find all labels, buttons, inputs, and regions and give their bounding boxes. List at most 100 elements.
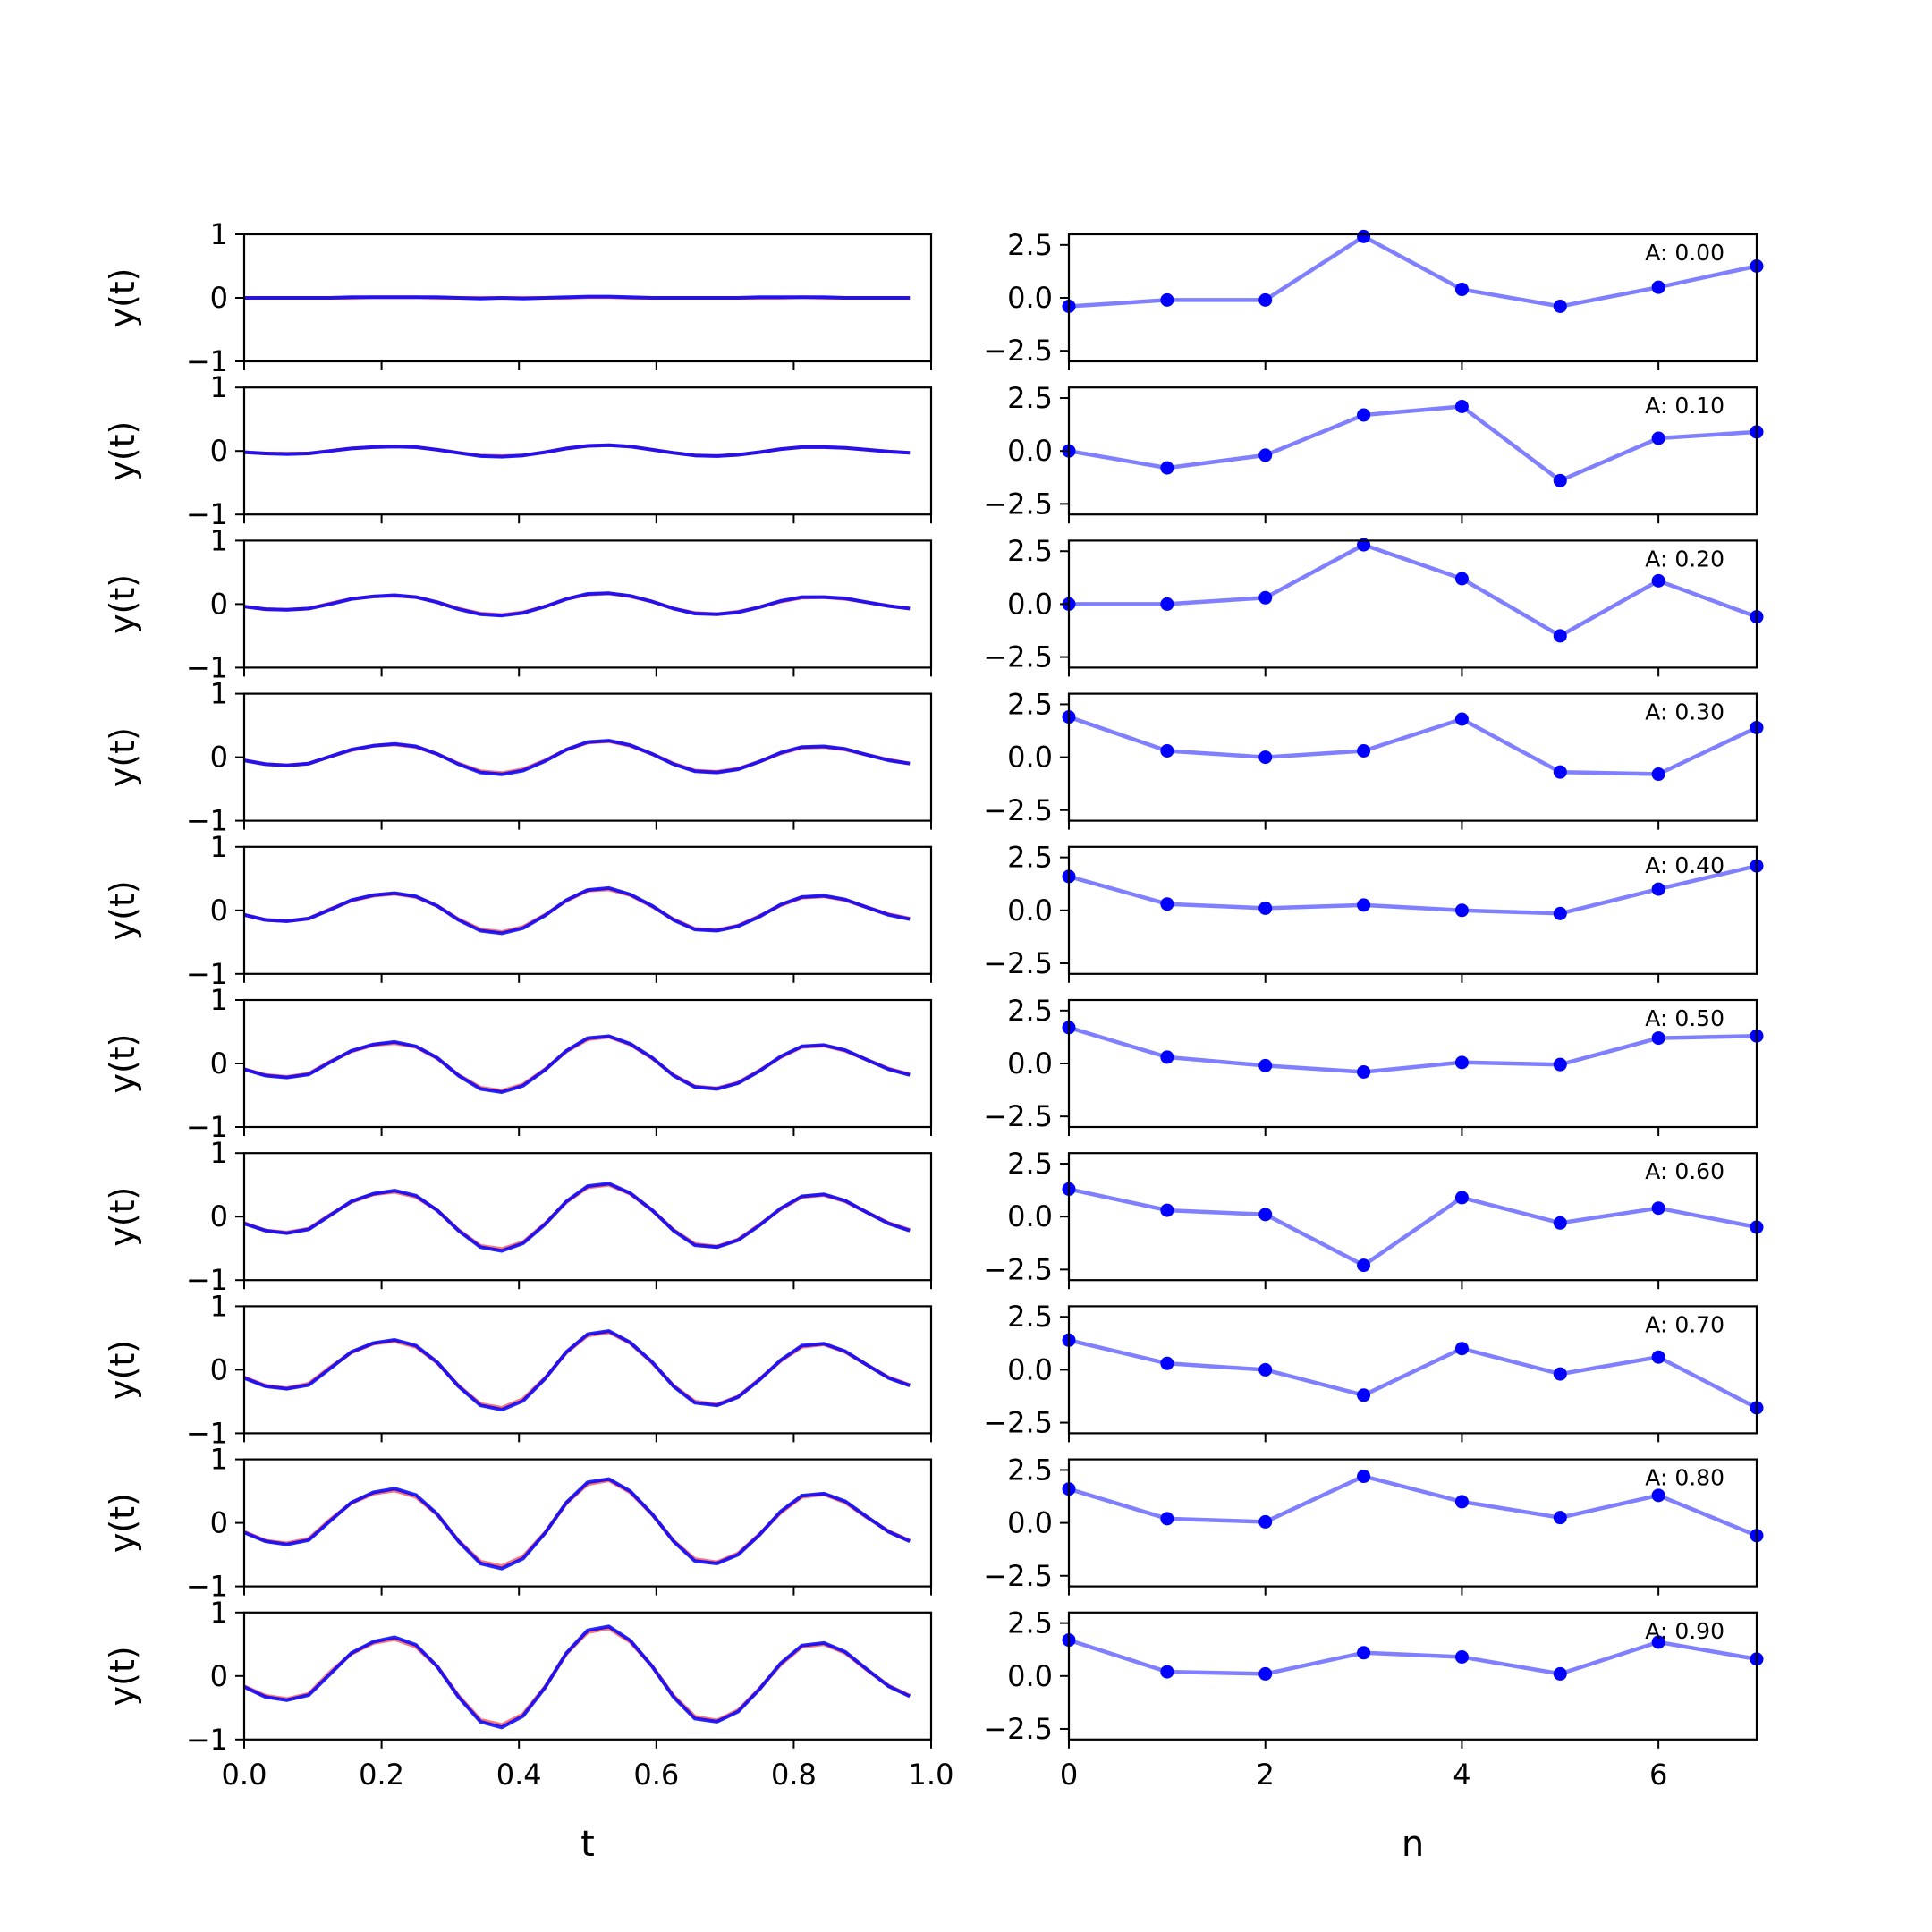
y-tick-label: 2.5 — [1007, 687, 1053, 721]
y-tick-label: 1 — [210, 983, 228, 1017]
coefficient-panel: 2.5 0.0 −2.5 A: 0.40 — [983, 841, 1764, 983]
signal-panel: 1 0 −1 y(t) — [103, 523, 933, 684]
coefficient-point — [1258, 901, 1273, 915]
signal-panel: 1 0 −1 y(t) — [103, 1136, 933, 1297]
coefficient-point — [1357, 744, 1371, 758]
coefficient-point — [1651, 1201, 1665, 1216]
coefficient-point — [1160, 1356, 1174, 1370]
x-tick-label: 6 — [1649, 1758, 1667, 1792]
x-tick-label: 0.4 — [496, 1758, 542, 1792]
coefficient-point — [1454, 1191, 1469, 1205]
y-axis-label: y(t) — [103, 574, 142, 634]
coefficient-point — [1160, 744, 1174, 758]
y-tick-label: 0.0 — [1007, 1659, 1053, 1693]
coefficient-line — [1068, 863, 1758, 916]
coefficient-point — [1553, 1057, 1567, 1072]
coefficient-point — [1357, 1064, 1371, 1079]
y-axis-label: y(t) — [103, 1340, 142, 1400]
x-axis-label: t — [580, 1824, 595, 1865]
coefficient-point — [1357, 408, 1371, 422]
y-tick-label: −2.5 — [983, 487, 1053, 521]
coefficient-panel: 2.5 0.0 −2.5 A: 0.00 — [983, 228, 1764, 370]
y-tick-label: −2.5 — [983, 1252, 1053, 1286]
signal-panel: 1 0 −1 y(t) — [103, 370, 933, 531]
y-tick-label: 0.0 — [1007, 587, 1053, 621]
amplitude-annotation: A: 0.10 — [1645, 393, 1724, 419]
y-tick-label: 2.5 — [1007, 534, 1053, 568]
y-tick-label: 2.5 — [1007, 1147, 1053, 1181]
y-axis-label: y(t) — [103, 1493, 142, 1553]
signal-panel: 1 0 −1 y(t) — [103, 677, 933, 838]
coefficient-point — [1160, 1050, 1174, 1064]
coefficient-line — [1068, 1025, 1758, 1074]
coefficient-point — [1258, 1666, 1273, 1681]
coefficient-point — [1454, 1495, 1469, 1509]
y-tick-label: −1 — [186, 1416, 228, 1450]
coefficient-line — [1068, 234, 1758, 309]
x-tick-label: 1.0 — [909, 1758, 954, 1792]
y-tick-label: −1 — [186, 650, 228, 684]
y-tick-label: 1 — [210, 1596, 228, 1630]
coefficient-point — [1651, 280, 1665, 294]
coefficient-point — [1651, 1488, 1665, 1503]
coefficient-point — [1553, 1367, 1567, 1381]
amplitude-annotation: A: 0.40 — [1645, 852, 1724, 878]
y-tick-label: 0 — [210, 434, 228, 468]
coefficient-line — [1068, 1338, 1758, 1410]
coefficient-point — [1258, 1362, 1273, 1377]
y-tick-label: −2.5 — [983, 1406, 1053, 1440]
signal-series-line — [243, 1477, 911, 1571]
signal-series-line — [243, 1329, 911, 1412]
coefficient-line — [1068, 1474, 1758, 1538]
y-tick-label: 2.5 — [1007, 994, 1053, 1028]
coefficient-point — [1454, 903, 1469, 918]
coefficient-line — [1068, 1638, 1758, 1676]
x-tick-label: 0.0 — [222, 1758, 267, 1792]
coefficient-line — [1068, 1187, 1758, 1267]
coefficient-panel: 2.5 0.0 −2.5 A: 0.70 — [983, 1300, 1764, 1443]
signal-panel: 1 0 −1 y(t) — [103, 217, 933, 378]
coefficient-point — [1651, 882, 1665, 896]
coefficient-point — [1454, 1650, 1469, 1664]
y-tick-label: 0.0 — [1007, 1352, 1053, 1386]
coefficient-point — [1357, 1470, 1371, 1484]
coefficient-panel: 2.5 0.0 −2.5 A: 0.20 — [983, 534, 1764, 677]
coefficient-line — [1068, 715, 1758, 776]
y-tick-label: −2.5 — [983, 640, 1053, 674]
coefficient-point — [1454, 572, 1469, 586]
y-axis-label: y(t) — [103, 421, 142, 481]
coefficient-point — [1160, 461, 1174, 475]
coefficient-point — [1160, 897, 1174, 911]
x-tick-label: 0.2 — [359, 1758, 404, 1792]
y-axis-label: y(t) — [103, 1187, 142, 1247]
coefficient-panel: 2.5 0.0 −2.5 A: 0.50 — [983, 994, 1764, 1136]
y-tick-label: 0 — [210, 1659, 228, 1693]
coefficient-point — [1357, 898, 1371, 912]
y-tick-label: −1 — [186, 1110, 228, 1144]
y-tick-label: −1 — [186, 1570, 228, 1604]
coefficient-point — [1258, 1514, 1273, 1529]
signal-series-line — [243, 1182, 911, 1253]
signal-panel: 1 0 −10.0 0.2 0.4 0.6 0.8 1.0 y(t) — [103, 1596, 953, 1792]
coefficient-line — [1068, 404, 1758, 483]
amplitude-annotation: A: 0.00 — [1645, 240, 1724, 266]
y-tick-label: 2.5 — [1007, 1606, 1053, 1640]
coefficient-point — [1651, 1031, 1665, 1046]
amplitude-annotation: A: 0.20 — [1645, 546, 1724, 572]
coefficient-point — [1357, 1646, 1371, 1660]
coefficient-point — [1454, 283, 1469, 297]
y-tick-label: 1 — [210, 1289, 228, 1323]
coefficient-point — [1160, 292, 1174, 307]
y-axis-label: y(t) — [103, 727, 142, 787]
signal-series-line — [243, 443, 911, 459]
y-tick-label: 0 — [210, 587, 228, 621]
coefficient-panel: 2.5 0.0 −2.50 2 4 6 A: 0.90 — [983, 1606, 1764, 1792]
coefficient-point — [1454, 400, 1469, 413]
signal-series-line — [243, 886, 911, 936]
signal-series-line — [244, 294, 911, 301]
y-tick-label: −1 — [186, 957, 228, 991]
coefficient-point — [1553, 473, 1567, 487]
y-tick-label: 1 — [210, 523, 228, 557]
y-tick-label: −2.5 — [983, 1559, 1053, 1593]
